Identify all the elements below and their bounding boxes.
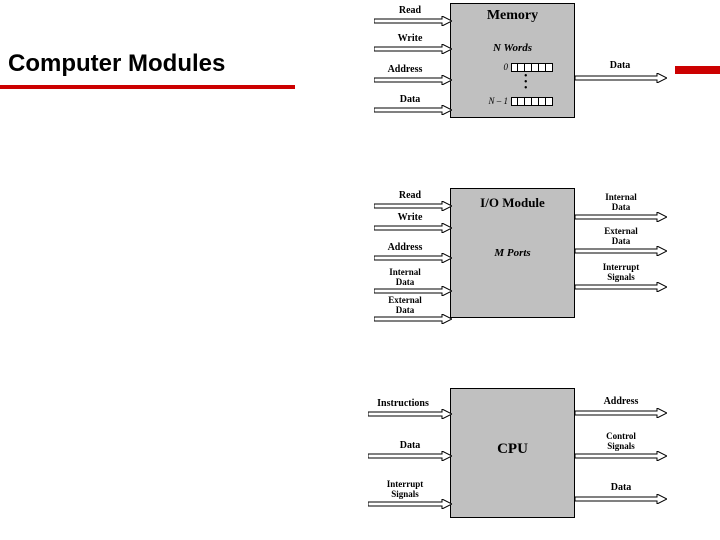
io-title: I/O Module — [451, 195, 574, 211]
memory-word-bottom: N – 1 — [480, 96, 553, 106]
cpu-data-out-arrow — [575, 494, 667, 504]
io-intdata-out-label: InternalData — [596, 193, 646, 213]
cpu-ctrl-label: ControlSignals — [596, 432, 646, 452]
io-write-label: Write — [388, 212, 432, 223]
mem-data-in-arrow — [374, 105, 452, 115]
memory-dots: ••• — [524, 74, 528, 92]
io-address-arrow — [374, 253, 452, 263]
io-extdata-out-arrow — [575, 246, 667, 256]
mem-read-arrow — [374, 16, 452, 26]
io-extdata-in-label: ExternalData — [380, 296, 430, 316]
cpu-data-out-label: Data — [596, 482, 646, 493]
io-extdata-in-arrow — [374, 314, 452, 324]
page-title: Computer Modules — [8, 50, 225, 78]
cpu-address-arrow — [575, 408, 667, 418]
memory-title: Memory — [451, 8, 574, 24]
io-read-label: Read — [388, 190, 432, 201]
mem-address-arrow — [374, 75, 452, 85]
mem-data-out-arrow — [575, 73, 667, 83]
mem-data-out-label: Data — [598, 60, 642, 71]
title-underline — [0, 85, 295, 89]
io-read-arrow — [374, 201, 452, 211]
io-write-arrow — [374, 223, 452, 233]
cpu-int-sig-label: InterruptSignals — [380, 480, 430, 500]
mem-read-label: Read — [388, 5, 432, 16]
mem-address-label: Address — [378, 64, 432, 75]
cpu-int-sig-arrow — [368, 499, 452, 509]
io-address-label: Address — [378, 242, 432, 253]
cpu-ctrl-arrow — [575, 451, 667, 461]
memory-word-top: 0 — [486, 62, 553, 72]
mem-data-in-label: Data — [388, 94, 432, 105]
io-intdata-in-label: InternalData — [380, 268, 430, 288]
cpu-instr-label: Instructions — [372, 398, 434, 409]
cpu-instr-arrow — [368, 409, 452, 419]
mem-write-arrow — [374, 44, 452, 54]
right-red-bar — [675, 66, 720, 74]
cpu-address-label: Address — [596, 396, 646, 407]
cpu-data-in-arrow — [368, 451, 452, 461]
mem-write-label: Write — [388, 33, 432, 44]
cpu-data-in-label: Data — [388, 440, 432, 451]
io-extdata-out-label: ExternalData — [596, 227, 646, 247]
io-module-box: I/O Module M Ports — [450, 188, 575, 318]
cpu-module-box: CPU — [450, 388, 575, 518]
io-subtitle: M Ports — [451, 247, 574, 259]
memory-subtitle: N Words — [451, 42, 574, 54]
io-int-sig-arrow — [575, 282, 667, 292]
io-int-sig-label: InterruptSignals — [596, 263, 646, 283]
cpu-title: CPU — [451, 441, 574, 458]
io-intdata-out-arrow — [575, 212, 667, 222]
